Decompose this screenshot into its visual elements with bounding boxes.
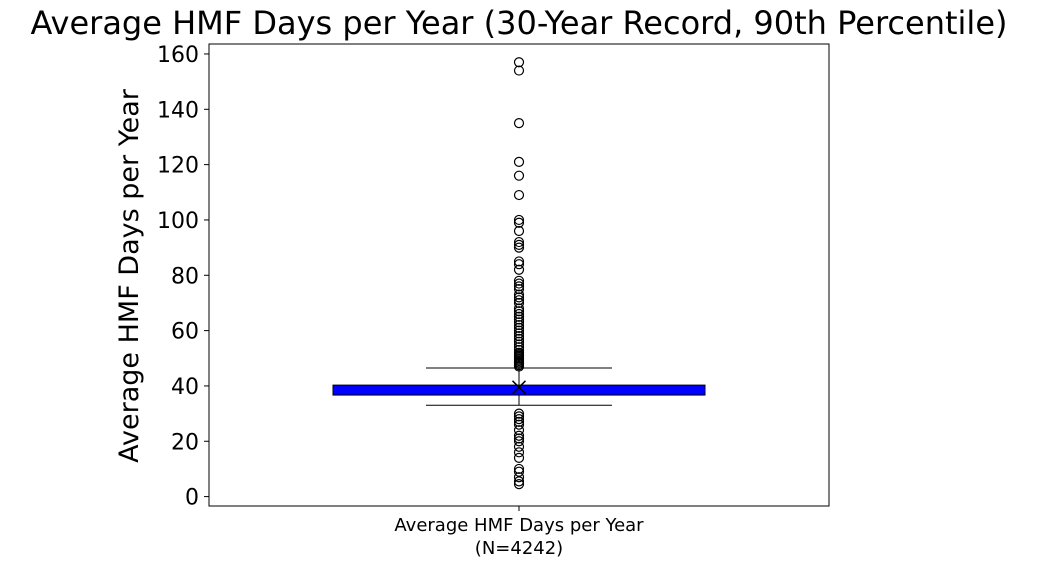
- outlier-point: [513, 217, 525, 228]
- outlier-point: [513, 306, 525, 317]
- outlier-point: [513, 225, 525, 237]
- x-tick-label: Average HMF Days per Year (N=4242): [394, 515, 644, 559]
- outlier-point: [513, 295, 525, 306]
- outlier-point: [513, 463, 525, 475]
- outlier-point: [513, 264, 525, 275]
- y-tick-label: 80: [171, 264, 199, 289]
- outlier-point: [513, 476, 525, 487]
- plot-frame: [208, 43, 830, 507]
- y-tick-label: 60: [171, 320, 199, 345]
- outlier-point: [513, 297, 525, 309]
- y-tick-label: 20: [171, 430, 199, 455]
- outlier-point: [513, 170, 525, 181]
- x-tick-label-line1: Average HMF Days per Year: [394, 515, 644, 536]
- outlier-point: [513, 433, 525, 444]
- outlier-point: [513, 275, 525, 286]
- outlier-point: [513, 303, 525, 314]
- outlier-point: [513, 256, 525, 267]
- outlier-point: [513, 472, 525, 483]
- y-tick-label: 120: [157, 154, 199, 179]
- outlier-point: [513, 259, 525, 270]
- outlier-point: [513, 214, 525, 226]
- outlier-point: [513, 311, 525, 322]
- outlier-point: [513, 452, 525, 463]
- outlier-point: [513, 236, 525, 248]
- outlier-point: [513, 281, 525, 292]
- outlier-point: [513, 328, 525, 339]
- outlier-point: [513, 239, 525, 250]
- mean-marker-stroke: [511, 380, 527, 395]
- outlier-point: [513, 317, 525, 328]
- outlier-point: [513, 57, 525, 68]
- outlier-point: [513, 441, 525, 452]
- outlier-point: [513, 411, 525, 422]
- outlier-point: [513, 436, 525, 447]
- x-tick-label-line2: (N=4242): [475, 538, 563, 559]
- y-axis-label: Average HMF Days per Year: [114, 88, 145, 463]
- outlier-point: [513, 447, 525, 458]
- y-tick-label: 0: [185, 486, 199, 511]
- outlier-point: [513, 292, 525, 303]
- outlier-point: [513, 336, 525, 347]
- x-axis: Average HMF Days per Year (N=4242): [394, 506, 644, 559]
- outlier-point: [513, 333, 525, 345]
- y-tick-label: 160: [157, 43, 199, 68]
- chart-title: Average HMF Days per Year (30-Year Recor…: [31, 4, 1008, 42]
- outlier-point: [513, 278, 525, 289]
- outlier-point: [513, 308, 525, 320]
- outlier-point: [513, 242, 525, 253]
- box-group-0: [332, 57, 706, 490]
- outlier-point: [513, 479, 525, 490]
- y-tick-label: 40: [171, 375, 199, 400]
- outlier-point: [513, 414, 525, 425]
- outlier-point: [513, 419, 525, 430]
- outlier-point: [513, 284, 525, 295]
- outlier-point: [513, 408, 525, 419]
- outlier-point: [513, 347, 525, 358]
- outlier-point: [513, 289, 525, 300]
- y-tick-label: 100: [157, 209, 199, 234]
- outlier-point: [513, 430, 525, 441]
- outlier-point: [513, 331, 525, 342]
- y-tick-label: 140: [157, 98, 199, 123]
- outlier-point: [513, 156, 525, 167]
- outlier-point: [513, 118, 525, 129]
- outlier-point: [513, 416, 525, 427]
- outlier-point: [513, 342, 525, 353]
- outlier-point: [513, 319, 525, 331]
- outlier-point: [513, 325, 525, 336]
- outlier-point: [513, 322, 525, 333]
- outlier-point: [513, 314, 525, 325]
- outlier-point: [513, 344, 525, 356]
- outlier-point: [513, 189, 525, 201]
- outlier-point: [513, 339, 525, 350]
- outlier-point: [513, 65, 525, 76]
- outlier-point: [513, 425, 525, 436]
- outlier-point: [513, 466, 525, 477]
- mean-marker: [511, 380, 527, 395]
- y-axis: 0 20 40 60 80 100 120 140 160: [157, 43, 209, 511]
- plot-area: [332, 57, 706, 490]
